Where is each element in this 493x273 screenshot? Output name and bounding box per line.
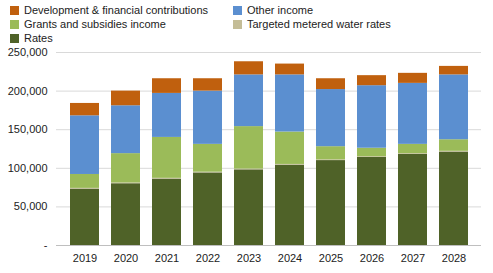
svg-text:2027: 2027: [401, 252, 425, 264]
svg-text:150,000: 150,000: [8, 123, 48, 135]
html-text:Rates: Rates: [24, 32, 53, 44]
svg-text:2025: 2025: [319, 252, 343, 264]
svg-text:-: -: [44, 239, 48, 251]
svg-text:2022: 2022: [196, 252, 220, 264]
svg-text:50,000: 50,000: [14, 200, 48, 212]
html-text:Other income: Other income: [247, 4, 313, 16]
html-text:Targeted metered water rates: Targeted metered water rates: [247, 18, 391, 30]
svg-text:2021: 2021: [155, 252, 179, 264]
svg-text:2024: 2024: [278, 252, 302, 264]
svg-text:2026: 2026: [360, 252, 384, 264]
svg-text:2019: 2019: [73, 252, 97, 264]
html-text:Grants and subsidies income: Grants and subsidies income: [24, 18, 166, 30]
html-text:Development & financial contri: Development & financial contributions: [24, 4, 208, 16]
svg-text:2023: 2023: [237, 252, 261, 264]
svg-text:2028: 2028: [442, 252, 466, 264]
svg-text:250,000: 250,000: [8, 46, 48, 58]
svg-text:100,000: 100,000: [8, 162, 48, 174]
svg-text:2020: 2020: [114, 252, 138, 264]
svg-text:200,000: 200,000: [8, 85, 48, 97]
